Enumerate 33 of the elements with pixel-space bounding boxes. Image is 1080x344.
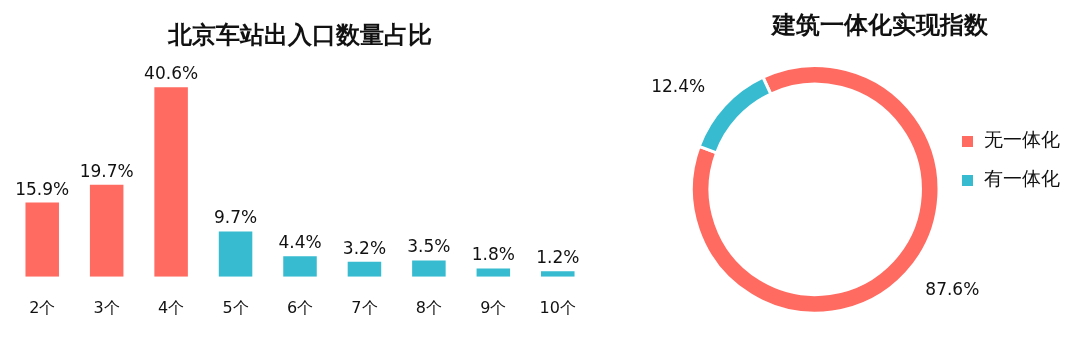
x-tick-label: 6个 xyxy=(286,297,314,317)
data-label: 19.7% xyxy=(79,160,134,181)
bar xyxy=(89,184,124,277)
chart-title: 建筑一体化实现指数 xyxy=(770,10,989,39)
data-label: 9.7% xyxy=(213,207,258,228)
data-label: 1.2% xyxy=(536,247,580,268)
bar xyxy=(218,231,253,277)
bar xyxy=(412,260,446,277)
x-tick-label: 7个 xyxy=(351,297,378,317)
data-label: 1.8% xyxy=(471,244,515,265)
x-tick-label: 8个 xyxy=(415,297,442,317)
x-tick-label: 3个 xyxy=(93,297,120,317)
x-tick-label: 10个 xyxy=(539,297,576,317)
data-label: 15.9% xyxy=(15,178,70,199)
bar xyxy=(541,271,575,277)
bar xyxy=(25,202,59,277)
x-tick-label: 5个 xyxy=(222,297,249,317)
data-label: 3.2% xyxy=(342,237,387,258)
bar xyxy=(283,256,317,277)
bar xyxy=(154,87,188,277)
chart-title: 北京车站出入口数量占比 xyxy=(167,20,432,49)
x-tick-label: 2个 xyxy=(29,297,56,317)
data-label: 12.4% xyxy=(651,76,706,97)
bar xyxy=(347,261,382,277)
legend-label: 有一体化 xyxy=(984,167,1060,190)
bar xyxy=(476,268,511,277)
x-tick-label: 4个 xyxy=(158,297,185,317)
data-label: 87.6% xyxy=(925,279,980,300)
data-label: 4.4% xyxy=(278,232,322,253)
data-label: 3.5% xyxy=(407,236,451,257)
x-tick-label: 9个 xyxy=(480,297,507,317)
data-label: 40.6% xyxy=(144,63,199,84)
legend-label: 无一体化 xyxy=(984,128,1060,151)
